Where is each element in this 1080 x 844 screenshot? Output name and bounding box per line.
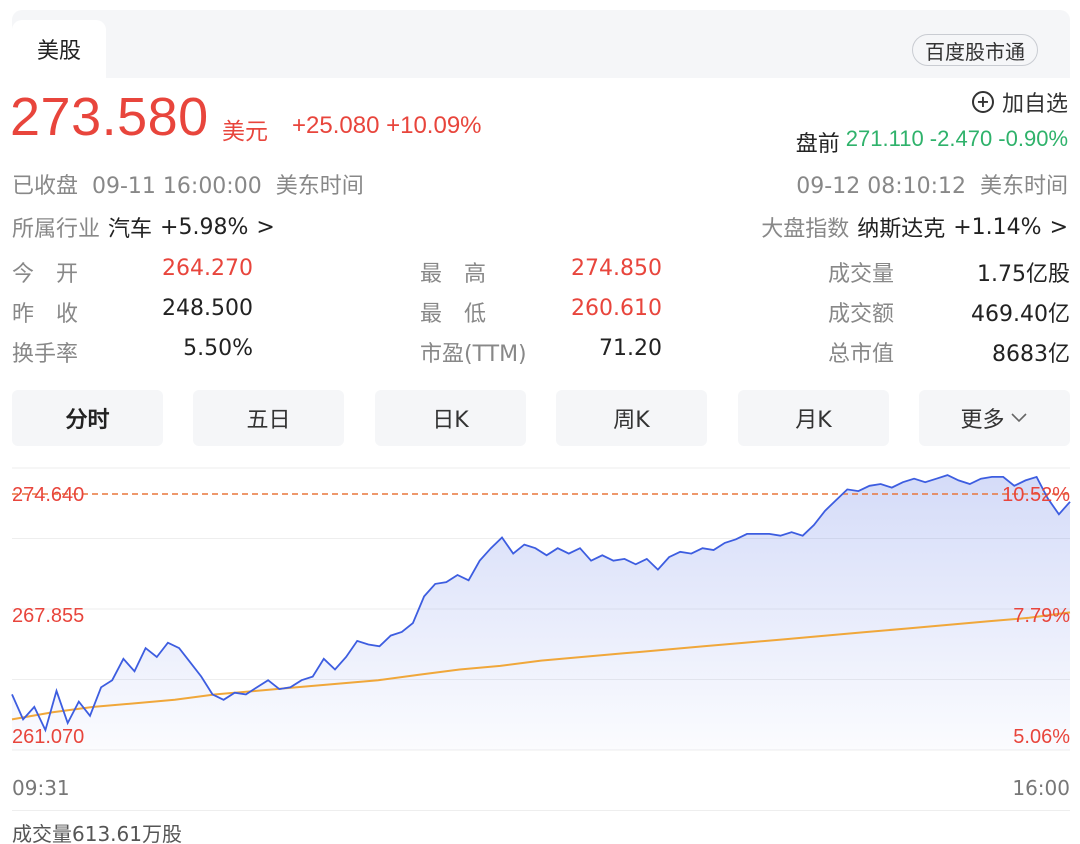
tab-more-label: 更多 [960,408,1005,433]
stat-market-cap-value: 8683亿 [992,342,1070,367]
stat-turnover-rate-value: 5.50% [183,336,253,361]
divider [12,810,1070,811]
index-label: 大盘指数 [761,217,850,242]
stat-turnover-rate-label: 换手率 [12,342,79,367]
premarket-timestamp: 09-12 08:10:12 美东时间 [796,174,1068,199]
y-tick-label-left: 267.855 [12,605,84,627]
currency-label: 美元 [222,119,268,145]
y-tick-label-left: 261.070 [12,726,84,748]
stat-volume-value: 1.75亿股 [977,262,1070,287]
tab-monthly-k[interactable]: 月K [738,390,889,446]
price-area [12,475,1070,750]
industry-name: 汽车 [108,217,153,242]
baidu-stock-link-button[interactable]: 百度股市通 [912,34,1038,66]
tab-us-stocks[interactable]: 美股 [12,20,106,78]
y-tick-label-right: 10.52% [1002,484,1070,506]
stat-high-label: 最 高 [420,262,487,287]
premarket-label: 盘前 [795,132,840,157]
stat-prev-close-value: 248.500 [162,296,253,321]
x-label-start: 09:31 [12,776,70,800]
stat-turnover-value: 469.40亿 [971,302,1070,327]
tab-more[interactable]: 更多 [919,390,1070,446]
stat-prev-close-label: 昨 收 [12,302,79,327]
stat-low-value: 260.610 [571,296,662,321]
chevron-right-icon: > [1049,214,1068,240]
index-link[interactable]: 大盘指数 纳斯达克 +1.14% > [761,211,1068,243]
average-price-line [11,611,1071,721]
intraday-chart[interactable]: 274.640 267.855 261.070 10.52% 7.79% 5.06% [0,460,1080,790]
plus-circle-icon: + [971,91,994,113]
tab-five-day[interactable]: 五日 [193,390,344,446]
tab-intraday[interactable]: 分时 [12,390,163,446]
header-bar [12,10,1070,78]
index-name: 纳斯达克 [857,217,946,242]
index-change: +1.14% [953,214,1042,240]
stat-turnover-label: 成交额 [828,302,895,327]
y-tick-label-right: 5.06% [1013,726,1070,748]
stat-open-value: 264.270 [162,256,253,281]
stat-volume-label: 成交量 [828,262,895,287]
add-watchlist-button[interactable]: + 加自选 [971,86,1068,118]
stat-open-label: 今 开 [12,262,79,287]
market-status: 已收盘 09-11 16:00:00 美东时间 [12,174,364,199]
premarket-value: 271.110 -2.470 -0.90% [845,126,1068,151]
stat-pe-value: 71.20 [599,336,662,361]
tab-weekly-k[interactable]: 周K [556,390,707,446]
industry-change: +5.98% [160,214,249,240]
period-tabs: 分时 五日 日K 周K 月K 更多 [12,390,1070,446]
stat-pe-label: 市盈(TTM) [420,342,527,367]
stat-low-label: 最 低 [420,302,487,327]
industry-link[interactable]: 所属行业 汽车 +5.98% > [12,211,275,243]
chart-axis-labels: 274.640 267.855 261.070 10.52% 7.79% 5.06% [12,484,1070,748]
tab-daily-k[interactable]: 日K [375,390,526,446]
y-tick-label-left: 274.640 [12,484,84,506]
x-label-end: 16:00 [1012,776,1070,800]
stat-market-cap-label: 总市值 [828,342,895,367]
stat-high-value: 274.850 [571,256,662,281]
last-price: 273.580 [10,87,209,147]
add-watchlist-label: 加自选 [1001,92,1068,117]
volume-summary: 成交量613.61万股 [12,822,182,844]
chevron-down-icon [1010,413,1027,423]
price-line [11,474,1071,733]
y-tick-label-right: 7.79% [1013,605,1070,627]
price-change: +25.080 +10.09% [292,112,482,139]
industry-label: 所属行业 [12,217,101,242]
premarket-quote: 盘前 271.110 -2.470 -0.90% [796,126,1068,158]
chevron-right-icon: > [256,214,275,240]
